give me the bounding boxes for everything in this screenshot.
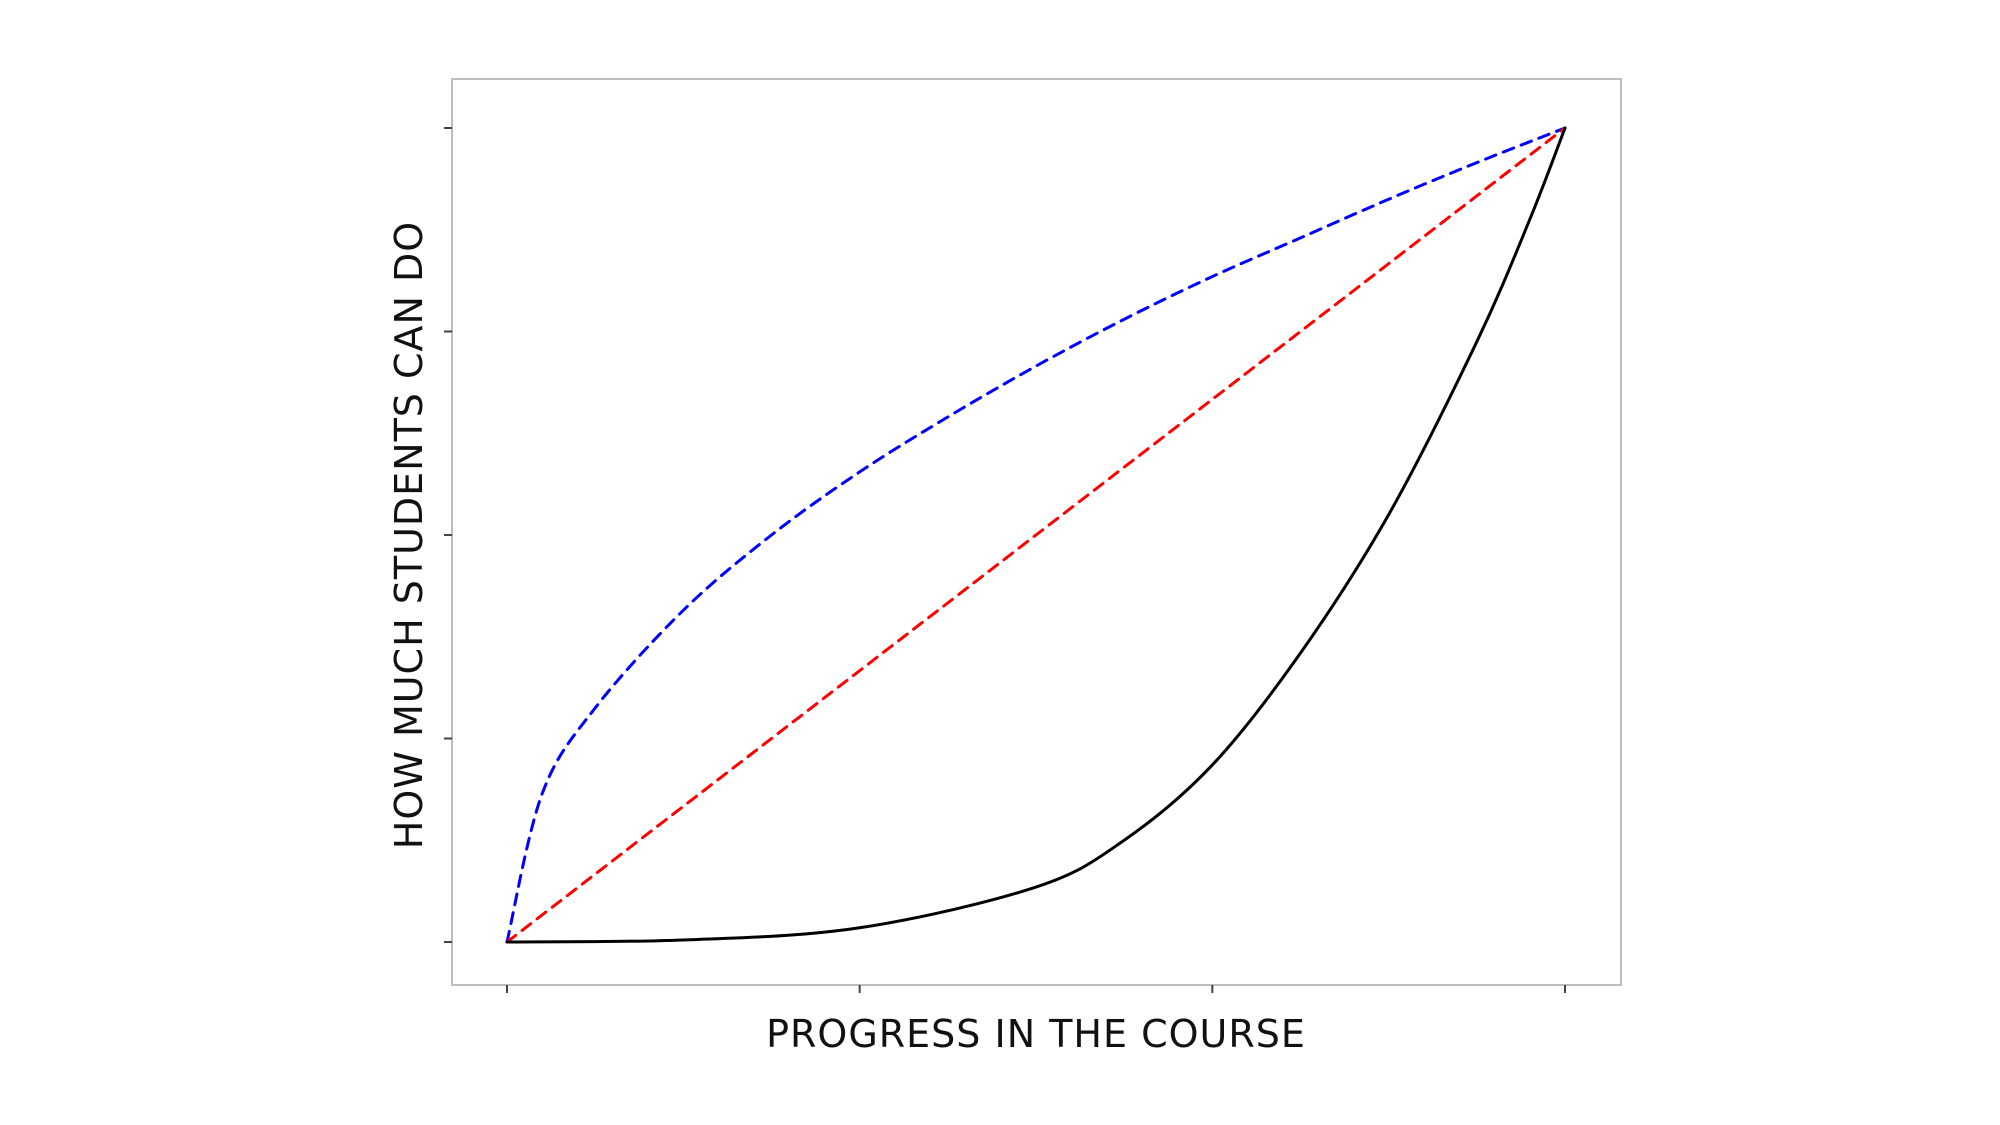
x-axis-label: PROGRESS IN THE COURSE (766, 1012, 1306, 1056)
series-line-0 (505, 126, 1567, 944)
plot-frame (451, 78, 1622, 986)
series-line-1 (505, 126, 1567, 944)
series-layer (505, 126, 1567, 944)
series-line-2 (505, 126, 1567, 944)
x-axis-ticks (506, 985, 1566, 993)
y-axis-ticks (444, 127, 452, 943)
y-axis-label: HOW MUCH STUDENTS CAN DO (387, 221, 431, 849)
